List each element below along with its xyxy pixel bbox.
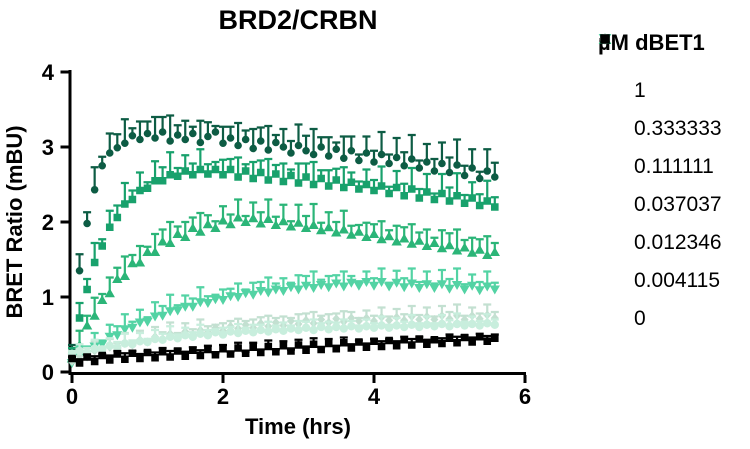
triangle-up-marker-icon (596, 32, 618, 175)
legend-label: 0 (634, 307, 646, 330)
x-axis-title: Time (hrs) (245, 414, 351, 439)
y-axis-ticks (60, 70, 69, 374)
legend-item-0uM: 0 (596, 34, 748, 338)
series-0-markers (68, 332, 499, 367)
circle-marker-icon (596, 34, 618, 99)
series-1-markers (68, 128, 499, 355)
legend-item-0037uM: 0.037037 (596, 34, 748, 224)
series-0.004115-markers (67, 319, 500, 359)
legend-item-0012uM: 0.012346 (596, 33, 748, 262)
x-axis-ticks (70, 375, 527, 383)
y-tick-label-2: 2 (42, 210, 54, 235)
legend-label: 0.012346 (634, 231, 722, 254)
triangle-down-marker-icon (596, 34, 618, 213)
legend-label: 0.111111 (634, 155, 714, 178)
y-axis-title: BRET Ratio (mBU) (2, 125, 27, 318)
y-tick-label-3: 3 (42, 135, 54, 160)
x-tick-label-6: 6 (519, 384, 531, 409)
x-tick-label-2: 2 (217, 384, 229, 409)
diamond-marker-icon (596, 33, 618, 251)
legend: µM dBET1 1 0.333333 0.111111 0.037037 0.… (596, 30, 748, 338)
y-tick-label-4: 4 (42, 60, 55, 85)
legend-title: µM dBET1 (598, 30, 705, 55)
data-series-layer (66, 114, 500, 368)
y-tick-label-0: 0 (42, 360, 54, 385)
square-glyph-shape (600, 34, 610, 44)
x-tick-label-4: 4 (368, 384, 381, 409)
circle-marker-icon (596, 33, 618, 289)
series-0.037037-markers (66, 277, 500, 368)
legend-label: 0.004115 (634, 269, 721, 292)
square-marker-icon (596, 34, 618, 137)
legend-item-0333uM: 0.333333 (596, 34, 748, 148)
legend-label: 0.037037 (634, 193, 722, 216)
legend-label: 1 (634, 79, 646, 102)
legend-item-1uM: 1 (596, 34, 748, 110)
square-glyph (600, 34, 610, 44)
x-tick-label-0: 0 (66, 384, 78, 409)
square-marker-icon (596, 34, 618, 327)
y-tick-label-1: 1 (42, 285, 54, 310)
chart-title: BRD2/CRBN (218, 5, 377, 35)
legend-item-0004uM: 0.004115 (596, 33, 748, 300)
legend-label: 0.333333 (634, 117, 722, 140)
legend-item-0111uM: 0.111111 (596, 32, 748, 186)
